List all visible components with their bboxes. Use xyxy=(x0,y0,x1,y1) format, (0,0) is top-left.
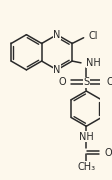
Text: S: S xyxy=(82,77,89,87)
Text: CH₃: CH₃ xyxy=(76,162,95,172)
Text: NH: NH xyxy=(86,58,100,68)
Text: N: N xyxy=(53,65,60,75)
Text: N: N xyxy=(53,30,60,40)
Text: O: O xyxy=(58,77,65,87)
Text: NH: NH xyxy=(78,132,93,142)
Text: Cl: Cl xyxy=(87,31,97,41)
Text: O: O xyxy=(104,148,111,158)
Text: O: O xyxy=(106,77,112,87)
